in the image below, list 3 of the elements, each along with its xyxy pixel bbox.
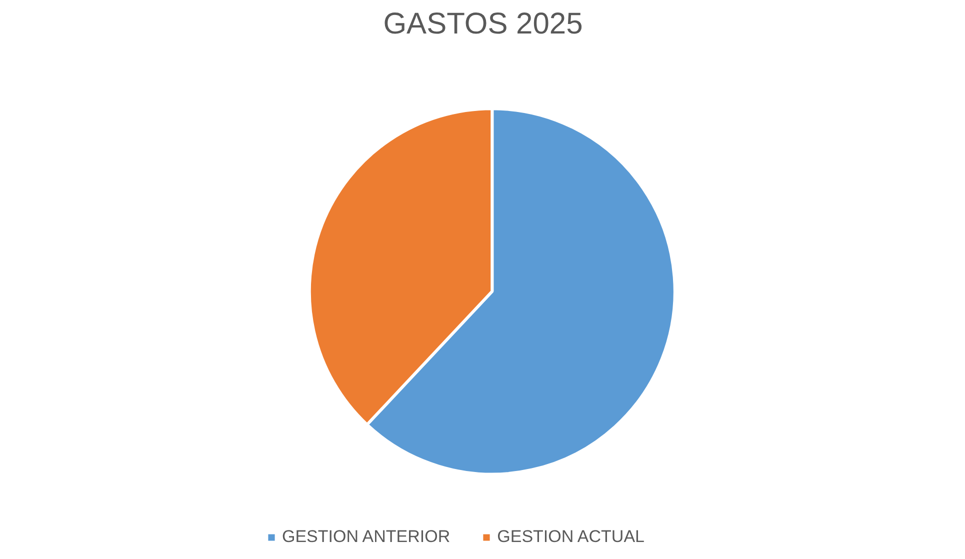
chart-title: GASTOS 2025 [383,8,583,40]
legend-label: GESTION ACTUAL [497,527,645,547]
legend-label: GESTION ANTERIOR [282,527,450,547]
